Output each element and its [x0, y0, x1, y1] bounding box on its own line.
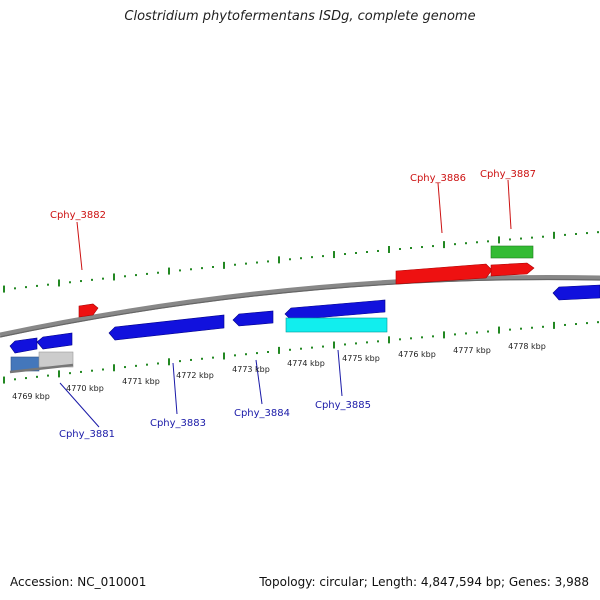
scale-label: 4773 kbp	[232, 365, 270, 374]
topology-label: Topology: circular; Length: 4,847,594 bp…	[259, 575, 589, 589]
scale-label: 4775 kbp	[342, 354, 380, 363]
gene-label-cphy-3887[interactable]: Cphy_3887	[480, 169, 536, 180]
gene-label-cphy-3883[interactable]: Cphy_3883	[150, 418, 206, 429]
label-line-cphy-3882	[76, 221, 83, 271]
gene-cphy-3888[interactable]	[552, 284, 600, 301]
scale-label: 4770 kbp	[66, 384, 104, 393]
rna-cphy-3887[interactable]	[490, 245, 534, 259]
gene-cphy-3887[interactable]	[490, 262, 535, 277]
accession-label: Accession: NC_010001	[10, 575, 147, 589]
gene-cphy-3884[interactable]	[232, 310, 274, 327]
label-line-cphy-3885	[337, 349, 343, 397]
gene-cphy-3883[interactable]	[108, 314, 225, 341]
scale-label: 4769 kbp	[12, 392, 50, 401]
gene-cphy-3881[interactable]	[36, 332, 73, 350]
scale-label: 4776 kbp	[398, 350, 436, 359]
gene-label-cphy-3885[interactable]: Cphy_3885	[315, 400, 371, 411]
gene-cphy-3885[interactable]	[284, 299, 386, 321]
scale-label: 4777 kbp	[453, 346, 491, 355]
scale-label: 4774 kbp	[287, 359, 325, 368]
outer-tick-track	[3, 231, 599, 293]
gene-label-cphy-3884[interactable]: Cphy_3884	[234, 408, 290, 419]
backbone-lower-shadow	[9, 363, 74, 374]
inner-tick-track	[3, 321, 599, 384]
gene-label-cphy-3882[interactable]: Cphy_3882	[50, 210, 106, 221]
gene-cphy-3880[interactable]	[9, 337, 38, 354]
label-line-cphy-3883	[172, 362, 178, 415]
scale-label: 4771 kbp	[122, 377, 160, 386]
label-line-cphy-3887	[507, 179, 512, 230]
page-title: Clostridium phytofermentans ISDg, comple…	[124, 9, 476, 24]
scale-label: 4778 kbp	[508, 342, 546, 351]
gene-cphy-3886[interactable]	[395, 263, 493, 285]
genome-backbone-shade	[0, 278, 600, 338]
gene-cphy-3882[interactable]	[78, 303, 99, 318]
label-line-cphy-3886	[437, 182, 443, 234]
label-line-cphy-3881	[59, 382, 100, 428]
rna-cphy-3885[interactable]	[285, 317, 388, 333]
gene-label-cphy-3881[interactable]: Cphy_3881	[59, 429, 115, 440]
scale-label: 4772 kbp	[176, 371, 214, 380]
genome-backbone	[0, 274, 600, 338]
label-line-cphy-3884	[255, 359, 263, 405]
gene-label-cphy-3886[interactable]: Cphy_3886	[410, 173, 466, 184]
